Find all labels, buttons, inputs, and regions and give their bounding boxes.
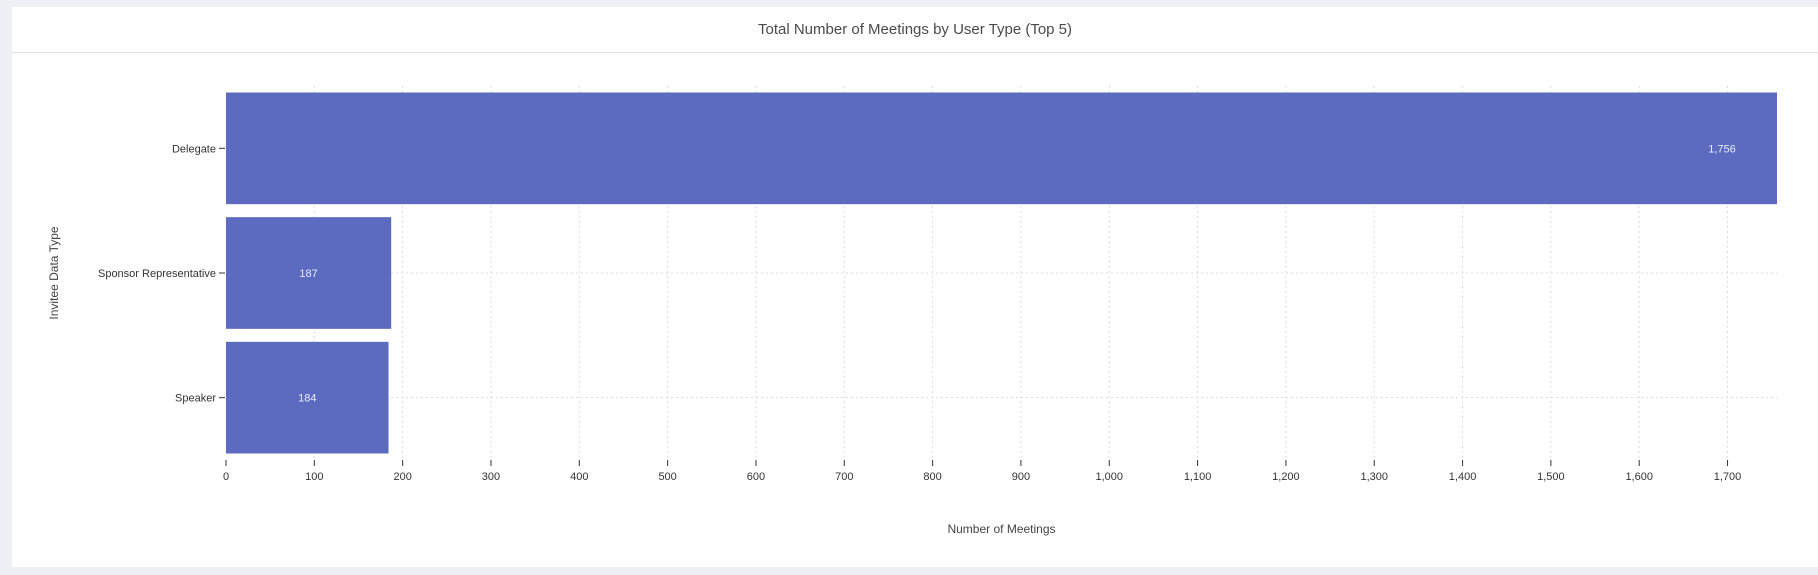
axes: Delegate Sponsor Representative Speaker 0 10…: [98, 143, 1741, 483]
x-tick-label: 0: [223, 471, 229, 483]
x-tick-label: 600: [747, 471, 765, 483]
y-tick-label: Speaker: [175, 393, 216, 405]
x-tick-label: 1,200: [1272, 471, 1300, 483]
x-tick-label: 300: [482, 471, 500, 483]
x-tick-label: 1,600: [1625, 471, 1653, 483]
x-tick-label: 500: [658, 471, 676, 483]
x-tick-label: 200: [393, 471, 411, 483]
x-tick-label: 1,700: [1714, 471, 1742, 483]
x-tick-label: 700: [835, 471, 853, 483]
y-tick-label: Sponsor Representative: [98, 268, 216, 280]
x-tick-label: 400: [570, 471, 588, 483]
x-tick-label: 1,000: [1095, 471, 1123, 483]
x-tick-label: 1,400: [1449, 471, 1477, 483]
x-tick-label: 100: [305, 471, 323, 483]
x-tick-label: 900: [1012, 471, 1030, 483]
bar-value-label: 1,756: [1708, 143, 1736, 155]
bar-value-label: 184: [298, 393, 316, 405]
bar-speaker: [226, 341, 389, 454]
y-tick-label: Delegate: [172, 143, 216, 155]
x-axis-title: Number of Meetings: [947, 522, 1055, 536]
bars: 1,756 187 184: [226, 92, 1777, 454]
x-tick-label: 1,500: [1537, 471, 1565, 483]
bar-value-label: 187: [299, 268, 317, 280]
x-tick-label: 800: [923, 471, 941, 483]
x-tick-label: 1,300: [1360, 471, 1388, 483]
y-axis-title: Invitee Data Type: [47, 226, 61, 319]
chart-title: Total Number of Meetings by User Type (T…: [12, 7, 1818, 53]
bar-sponsor-representative: [226, 217, 392, 329]
x-tick-label: 1,100: [1184, 471, 1212, 483]
bar-delegate: [226, 92, 1777, 205]
